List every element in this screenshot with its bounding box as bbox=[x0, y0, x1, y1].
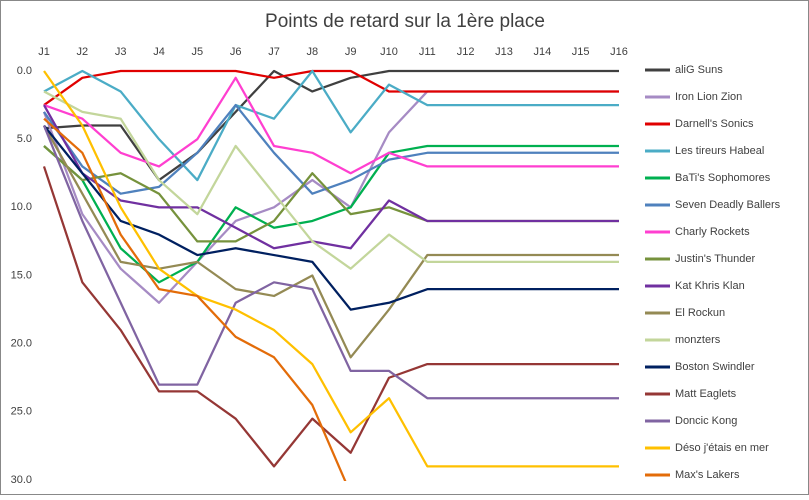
y-tick-label: 20.0 bbox=[11, 338, 32, 350]
x-tick-label: J10 bbox=[380, 46, 398, 58]
series-line bbox=[42, 125, 619, 400]
legend-label: Boston Swindler bbox=[675, 361, 755, 373]
x-tick-label: J8 bbox=[307, 46, 319, 58]
legend-label: Déso j'étais en mer bbox=[675, 442, 769, 454]
legend-label: El Rockun bbox=[675, 307, 725, 319]
legend-label: aliG Suns bbox=[675, 64, 723, 76]
x-tick-label: J12 bbox=[457, 46, 475, 58]
x-tick-label: J9 bbox=[345, 46, 357, 58]
y-tick-label: 10.0 bbox=[11, 201, 32, 213]
legend-label: Darnell's Sonics bbox=[675, 118, 754, 130]
legend-label: Max's Lakers bbox=[675, 469, 740, 481]
x-tick-label: J14 bbox=[533, 46, 551, 58]
x-tick-label: J6 bbox=[230, 46, 242, 58]
y-tick-label: 5.0 bbox=[17, 133, 32, 145]
x-tick-label: J4 bbox=[153, 46, 165, 58]
series-line bbox=[43, 124, 619, 311]
chart-title: Points de retard sur la 1ère place bbox=[265, 11, 545, 32]
x-tick-label: J2 bbox=[77, 46, 89, 58]
series-line bbox=[42, 166, 619, 468]
legend-label: Iron Lion Zion bbox=[675, 91, 742, 103]
plot-area bbox=[42, 69, 619, 481]
x-tick-label: J15 bbox=[572, 46, 590, 58]
series-line bbox=[43, 124, 619, 359]
x-tick-label: J11 bbox=[419, 46, 436, 58]
legend-label: monzters bbox=[675, 334, 721, 346]
series-line bbox=[43, 69, 619, 182]
y-tick-label: 30.0 bbox=[11, 474, 32, 486]
series-line bbox=[43, 70, 619, 468]
x-tick-label: J13 bbox=[495, 46, 513, 58]
legend-label: Seven Deadly Ballers bbox=[675, 199, 781, 211]
series-line bbox=[43, 117, 347, 481]
series-line bbox=[43, 90, 619, 270]
legend-label: Kat Khris Klan bbox=[675, 280, 745, 292]
legend-label: Charly Rockets bbox=[675, 226, 750, 238]
legend-label: Matt Eaglets bbox=[675, 388, 737, 400]
y-tick-label: 15.0 bbox=[11, 269, 32, 281]
series-line bbox=[43, 69, 619, 182]
legend-label: Doncic Kong bbox=[675, 415, 737, 427]
y-tick-label: 25.0 bbox=[11, 406, 32, 418]
legend-label: BaTi's Sophomores bbox=[675, 172, 771, 184]
x-tick-label: J16 bbox=[610, 46, 628, 58]
series-line bbox=[43, 104, 619, 250]
series-line bbox=[43, 103, 619, 195]
y-tick-label: 0.0 bbox=[17, 65, 32, 77]
x-tick-label: J5 bbox=[192, 46, 204, 58]
x-tick-label: J7 bbox=[268, 46, 280, 58]
legend-label: Justin's Thunder bbox=[675, 253, 756, 265]
x-tick-label: J3 bbox=[115, 46, 127, 58]
series-line bbox=[43, 76, 619, 175]
x-tick-label: J1 bbox=[38, 46, 50, 58]
legend-label: Les tireurs Habeal bbox=[675, 145, 764, 157]
series-line bbox=[43, 69, 619, 106]
